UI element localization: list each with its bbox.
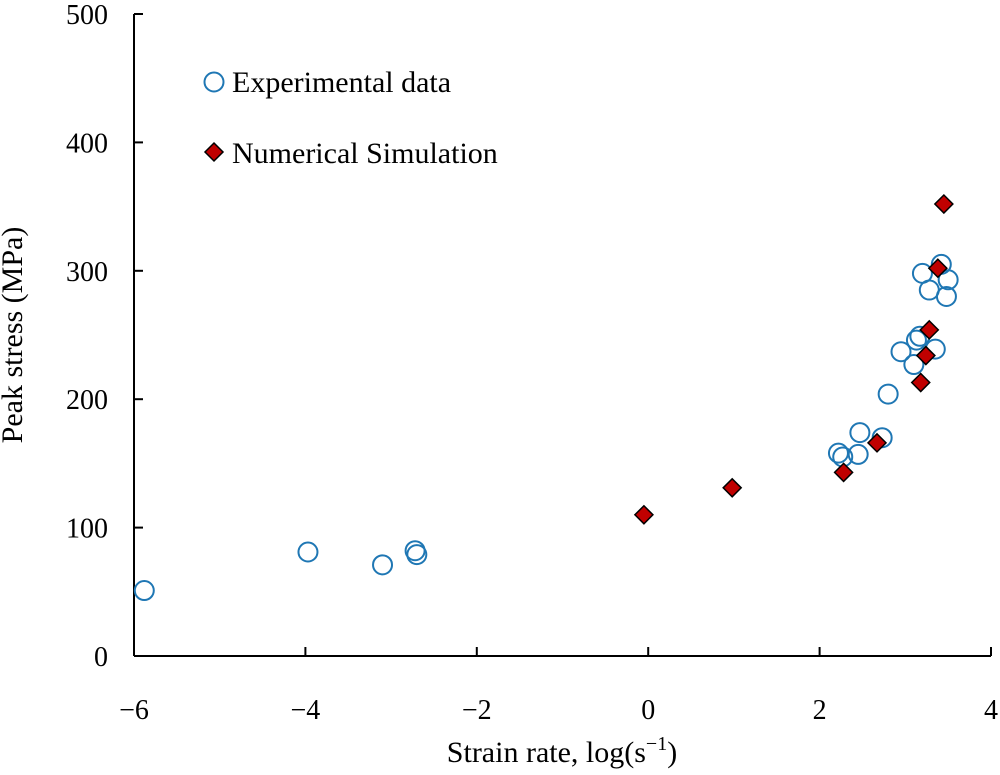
experimental-point xyxy=(133,580,155,602)
y-tick-label: 400 xyxy=(66,128,108,159)
x-axis-title: Strain rate, log(s−1) xyxy=(447,733,677,769)
axes xyxy=(133,14,991,657)
x-tick-label: 4 xyxy=(984,695,998,726)
simulation-point xyxy=(633,504,654,525)
y-tick-label: 200 xyxy=(66,385,108,416)
experimental-point xyxy=(937,269,959,291)
experimental-point xyxy=(406,544,428,566)
x-tick-label: −4 xyxy=(291,695,321,726)
simulation-point xyxy=(866,432,888,453)
y-axis-title: Peak stress (MPa) xyxy=(0,227,29,444)
y-tick-label: 100 xyxy=(66,514,108,545)
y-tick-label: 500 xyxy=(66,0,108,31)
x-tick-label: −6 xyxy=(119,695,149,726)
data-marks xyxy=(133,193,959,602)
x-tick-label: 2 xyxy=(813,695,827,726)
simulation-point xyxy=(915,345,936,366)
experimental-point xyxy=(297,541,319,563)
simulation-point xyxy=(910,372,931,393)
experimental-point xyxy=(849,422,871,444)
legend-label-experimental: Experimental data xyxy=(232,66,451,99)
x-tick-label: 0 xyxy=(641,695,655,726)
simulation-point xyxy=(927,258,948,279)
legend-label-simulation: Numerical Simulation xyxy=(232,137,498,170)
experimental-point xyxy=(903,354,925,376)
y-tick-label: 300 xyxy=(66,257,108,288)
experimental-point xyxy=(827,442,849,464)
y-tick-label: 0 xyxy=(94,642,108,673)
simulation-point xyxy=(833,462,854,483)
experimental-point xyxy=(847,443,869,465)
simulation-point xyxy=(933,193,954,215)
experimental-point xyxy=(372,554,394,576)
legend-marker-experimental xyxy=(203,71,225,93)
legend: Experimental data Numerical Simulation xyxy=(203,66,498,170)
experimental-point xyxy=(905,329,927,351)
legend-marker-simulation xyxy=(203,141,225,163)
simulation-point xyxy=(919,319,940,340)
experimental-point xyxy=(890,341,912,363)
x-tick-label: −2 xyxy=(462,695,492,726)
simulation-point xyxy=(722,477,743,498)
experimental-point xyxy=(877,383,899,405)
experimental-point xyxy=(935,285,957,307)
ticks: −6 −4 −2 0 2 4 0 100 200 300 400 500 xyxy=(66,0,998,726)
